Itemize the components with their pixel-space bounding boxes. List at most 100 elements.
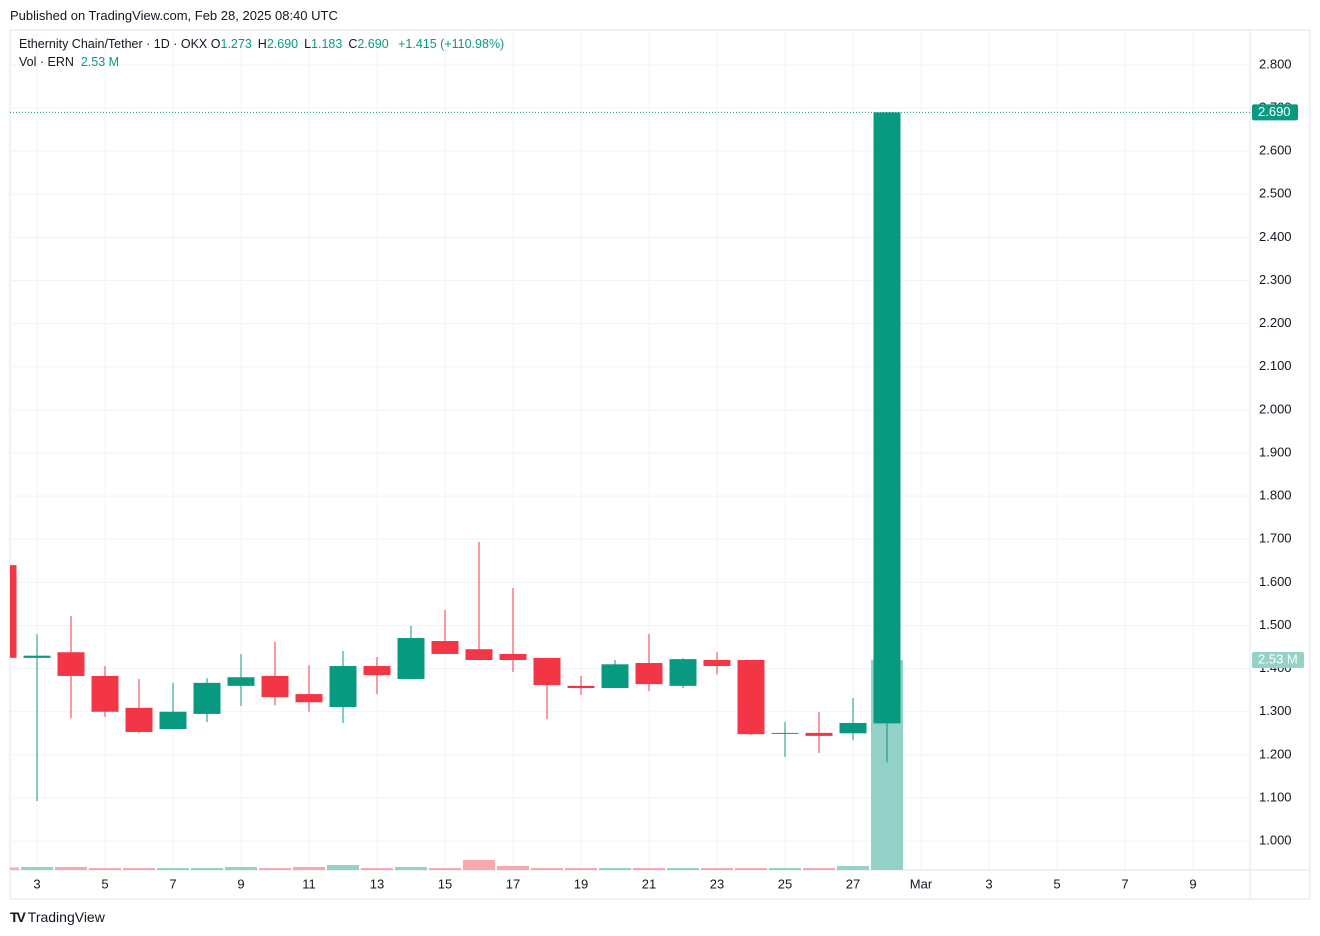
y-tick-label: 1.700	[1259, 531, 1292, 546]
volume-value: 2.53 M	[80, 55, 120, 69]
candle-body	[635, 663, 663, 685]
volume-bar	[293, 867, 325, 870]
y-tick-label: 2.000	[1259, 401, 1292, 416]
candle-body	[737, 660, 765, 735]
y-tick-label: 1.500	[1259, 617, 1292, 632]
frame	[9, 29, 1311, 900]
ohlc-key: C	[348, 37, 358, 51]
candle-body	[465, 649, 493, 660]
volume-tag-bg	[1252, 652, 1304, 668]
volume-bar	[327, 865, 359, 870]
ohlc-key: L	[304, 37, 312, 51]
y-tick-label: 1.300	[1259, 703, 1292, 718]
candle-body	[533, 657, 561, 686]
candle-body	[193, 682, 221, 714]
volume-bar	[89, 868, 121, 870]
x-tick-label: 7	[169, 876, 176, 891]
candle-body	[601, 664, 629, 689]
candle-body	[567, 685, 595, 689]
y-tick-label: 1.100	[1259, 789, 1292, 804]
ohlc-value: 1.183	[311, 37, 343, 51]
volume-bar	[497, 866, 529, 870]
volume-tag: 2.53 M	[1258, 651, 1298, 666]
candle-body	[839, 722, 867, 734]
volume-bar	[769, 868, 801, 870]
x-tick-label: 7	[1121, 876, 1128, 891]
change: +1.415 (+110.98%)	[398, 37, 505, 51]
x-tick-label: 25	[778, 876, 792, 891]
candle-body	[431, 641, 459, 654]
y-tick-label: 1.800	[1259, 488, 1292, 503]
x-tick-label: 19	[574, 876, 588, 891]
last-price-tag: 2.690	[1258, 104, 1291, 119]
x-tick-label: 3	[985, 876, 992, 891]
volume-bar	[395, 867, 427, 870]
candle-body	[295, 694, 323, 703]
volume-name: Vol · ERN	[19, 55, 74, 69]
volume-bar	[10, 867, 19, 870]
symbol: Ethernity Chain/Tether · 1D · OKX	[19, 37, 208, 51]
candle-body	[57, 652, 85, 676]
y-tick-label: 2.300	[1259, 272, 1292, 287]
ohlc-item: C2.690	[348, 37, 388, 51]
x-tick-label: 5	[101, 876, 108, 891]
y-tick-label: 2.600	[1259, 143, 1292, 158]
ohlc-value: 2.690	[266, 37, 299, 51]
candle-body	[397, 638, 425, 679]
ohlc-item: H2.690	[258, 37, 298, 51]
volume-bar	[157, 868, 189, 870]
y-tick-label: 2.200	[1259, 315, 1292, 330]
volume-bar	[429, 868, 461, 870]
y-tick-label: 2.400	[1259, 229, 1292, 244]
volume-bar	[463, 860, 495, 870]
x-tick-label: 15	[438, 876, 452, 891]
candle-body	[91, 675, 119, 712]
candle-body	[669, 659, 697, 686]
volume-bar	[361, 868, 393, 870]
x-tick-label: 11	[302, 876, 316, 891]
x-tick-label: 17	[506, 876, 520, 891]
y-tick-label: 1.000	[1259, 833, 1292, 848]
volume-bar	[225, 867, 257, 870]
candle-body	[23, 655, 51, 658]
ohlc-value: 2.690	[357, 37, 389, 51]
volume-bar	[123, 868, 155, 870]
candle-body	[10, 565, 17, 658]
volume-bar	[531, 868, 563, 870]
volume-bar	[565, 868, 597, 870]
x-tick-label: 27	[846, 876, 860, 891]
volume-bar	[735, 868, 767, 870]
y-tick-label: 2.100	[1259, 358, 1292, 373]
volume-bar	[259, 868, 291, 870]
ohlc: O1.273 H2.690 L1.183 C2.690	[211, 37, 395, 51]
ohlc-value: 1.273	[220, 37, 252, 51]
volume-bar	[633, 868, 665, 870]
volume-bar	[701, 868, 733, 870]
x-tick-label: 9	[237, 876, 244, 891]
volume-bar	[667, 868, 699, 870]
candle-body	[771, 732, 799, 734]
last-price-tag-bg	[1252, 104, 1298, 121]
x-tick-label: 23	[710, 876, 724, 891]
y-tick-label: 1.900	[1259, 444, 1292, 459]
candle-body	[159, 711, 187, 729]
published: Published on TradingView.com, Feb 28, 20…	[10, 8, 338, 23]
x-tick-label: 5	[1053, 876, 1060, 891]
volume-legend: Vol · ERN 2.53 M	[19, 55, 119, 69]
y-tick-label: 1.600	[1259, 574, 1292, 589]
candle-body	[125, 707, 153, 733]
volume-bar	[599, 868, 631, 870]
candle-body	[805, 732, 833, 736]
y-tick-label: 2.500	[1259, 186, 1292, 201]
ohlc-item: L1.183	[304, 37, 342, 51]
ohlc-key: O	[210, 37, 221, 51]
volume-bar	[55, 867, 87, 870]
x-tick-label: 13	[370, 876, 384, 891]
x-tick-label: 3	[33, 876, 40, 891]
plot-area	[10, 111, 1250, 870]
x-tick-label: Mar	[910, 876, 933, 891]
ohlc-key: H	[257, 37, 267, 51]
x-tick-label: 9	[1189, 876, 1196, 891]
ohlc-item: O1.273	[211, 37, 252, 51]
